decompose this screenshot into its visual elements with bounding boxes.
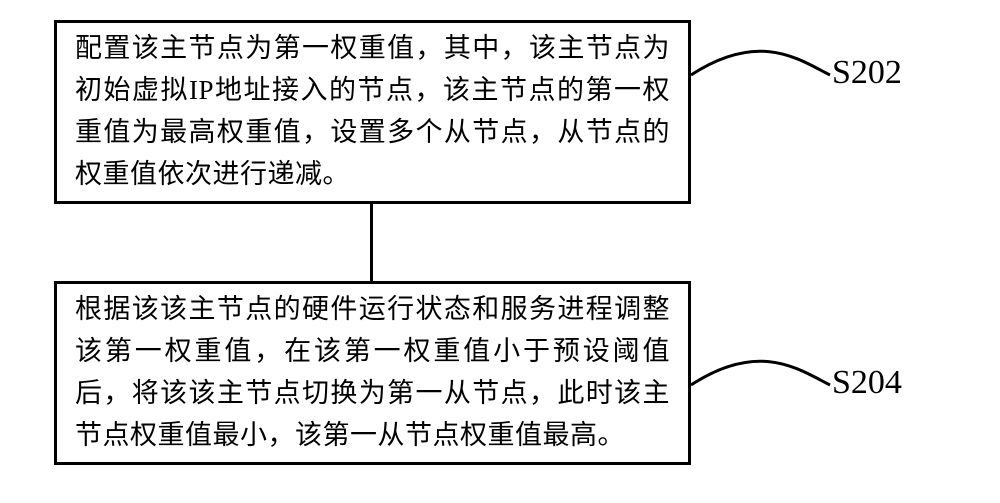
curve-to-s204 [691,361,830,385]
curve-to-s202 [691,51,830,75]
label-connector-curves [0,0,1000,503]
flowchart-canvas: 配置该主节点为第一权重值，其中，该主节点为初始虚拟IP地址接入的节点，该主节点的… [0,0,1000,503]
